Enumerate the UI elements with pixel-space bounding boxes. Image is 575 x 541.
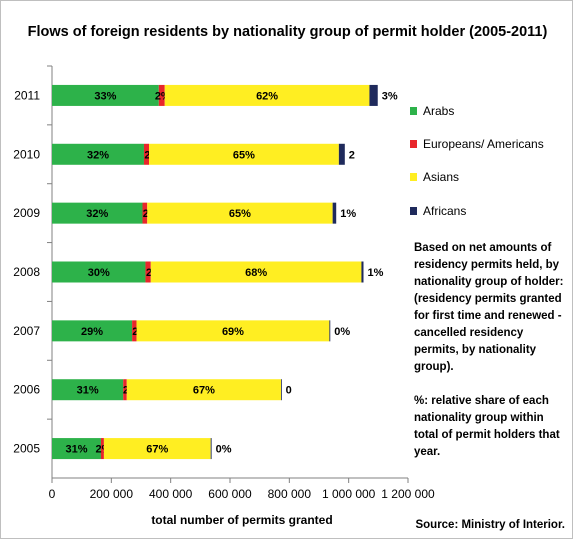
y-tick-label: 2005 — [13, 442, 40, 456]
x-tick-label: 800 000 — [268, 487, 312, 501]
legend-item-arabs: Arabs — [410, 102, 454, 120]
data-label: 29% — [81, 326, 103, 338]
legend-item-asians: Asians — [410, 168, 459, 186]
chart-title: Flows of foreign residents by nationalit… — [27, 24, 548, 40]
legend-swatch-arabs — [410, 107, 417, 115]
bar-segment — [338, 143, 345, 165]
data-label: 2 — [349, 149, 355, 161]
data-label: 33% — [94, 90, 116, 102]
bar-segment — [158, 84, 165, 106]
bar-segment — [52, 320, 133, 342]
legend-item-europeans-americans: Europeans/ Americans — [410, 135, 544, 153]
bar-segment — [123, 379, 127, 401]
bar-segment — [149, 143, 339, 165]
data-label: 67% — [146, 444, 168, 456]
bar-segment — [103, 438, 211, 460]
bar-segment — [126, 379, 282, 401]
data-label: 3% — [382, 90, 398, 102]
bar-segment — [52, 261, 146, 283]
legend-swatch-asians — [410, 173, 417, 181]
data-label: 65% — [229, 208, 251, 220]
bar-segment — [136, 320, 330, 342]
legend-label-africans: Africans — [423, 204, 467, 218]
legend-swatch-africans — [410, 207, 417, 215]
x-tick-label: 200 000 — [90, 487, 134, 501]
data-label: 32% — [87, 149, 109, 161]
data-label: 1% — [340, 208, 356, 220]
data-label: 0% — [216, 444, 232, 456]
data-label: 31% — [65, 444, 87, 456]
data-label: 32% — [86, 208, 108, 220]
bar-segment — [52, 438, 101, 460]
data-label: 31% — [77, 385, 99, 397]
note-paragraph-basis: Based on net amounts of residency permit… — [414, 242, 564, 373]
y-tick-label: 2008 — [13, 265, 40, 279]
data-label: 65% — [233, 149, 255, 161]
bar-segment — [210, 438, 212, 460]
data-label: 1% — [368, 267, 384, 279]
legend-label-europeans-americans: Europeans/ Americans — [423, 137, 544, 151]
legend-item-africans: Africans — [410, 202, 466, 220]
bar-segment — [369, 84, 378, 106]
data-label: 2 — [132, 326, 138, 338]
data-label: 0 — [286, 385, 292, 397]
data-label: 2 — [144, 149, 150, 161]
bar-segment — [52, 84, 159, 106]
legend-swatch-europeans-americans — [410, 140, 417, 148]
y-tick-label: 2007 — [13, 324, 40, 338]
methodology-note: Based on net amounts of residency permit… — [414, 240, 566, 478]
note-paragraph-share: %: relative share of each nationality gr… — [414, 395, 560, 458]
x-tick-label: 0 — [49, 487, 56, 501]
y-tick-label: 2006 — [13, 383, 40, 397]
data-label: 2 — [146, 267, 152, 279]
y-tick-label: 2010 — [13, 147, 40, 161]
data-label: 67% — [193, 385, 215, 397]
bar-segment — [332, 202, 337, 224]
y-tick-label: 2011 — [14, 88, 40, 102]
bar-segment — [150, 261, 362, 283]
bar-segment — [52, 143, 144, 165]
data-label: 2 — [123, 385, 129, 397]
x-tick-label: 1 200 000 — [381, 487, 435, 501]
bar-segment — [164, 84, 370, 106]
bar-segment — [132, 320, 137, 342]
bar-segment — [147, 202, 333, 224]
x-tick-label: 600 000 — [208, 487, 252, 501]
bar-segment — [142, 202, 148, 224]
x-tick-label: 400 000 — [149, 487, 193, 501]
legend-label-arabs: Arabs — [423, 104, 455, 118]
data-label: 68% — [245, 267, 267, 279]
bar-segment — [281, 379, 282, 401]
source-note: Source: Ministry of Interior. — [415, 519, 565, 531]
legend-label-asians: Asians — [423, 170, 460, 184]
data-label: 0% — [334, 326, 350, 338]
bar-segment — [100, 438, 104, 460]
x-axis-title: total number of permits granted — [151, 513, 332, 527]
x-tick-label: 1 000 000 — [322, 487, 376, 501]
data-label: 2 — [143, 208, 149, 220]
bar-segment — [145, 261, 151, 283]
bar-segment — [143, 143, 150, 165]
data-label: 62% — [256, 90, 278, 102]
bar-segment — [329, 320, 331, 342]
bar-segment — [361, 261, 364, 283]
y-tick-label: 2009 — [13, 206, 40, 220]
bar-segment — [52, 202, 143, 224]
data-label: 69% — [222, 326, 244, 338]
data-label: 30% — [88, 267, 110, 279]
bar-segment — [52, 379, 124, 401]
